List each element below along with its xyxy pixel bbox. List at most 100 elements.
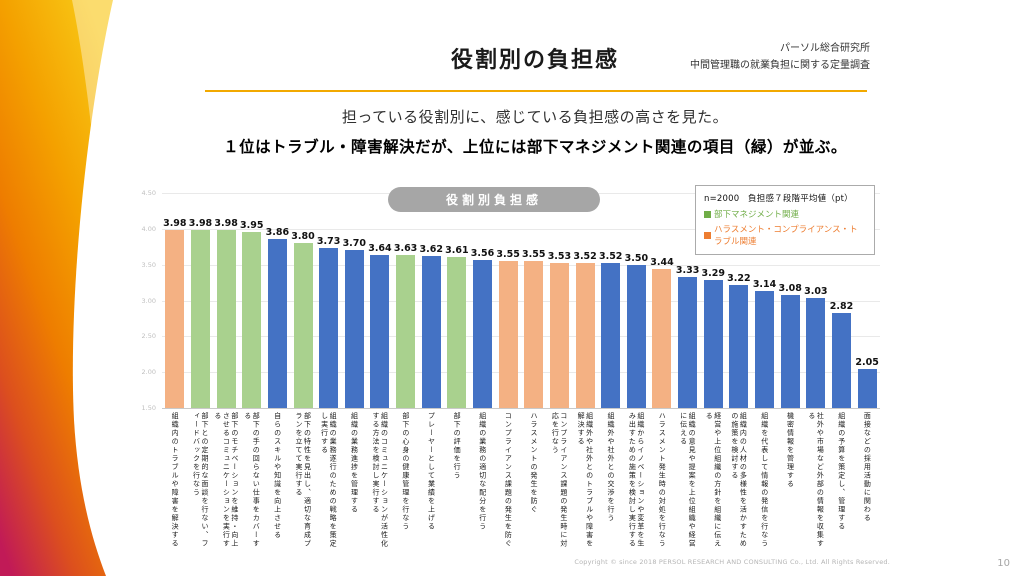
page-title: 役割別の負担感: [450, 48, 619, 73]
y-tick-label: 4.00: [141, 224, 156, 233]
x-category-label: 組織からイノベーションや変革を生み出すための施策を検討し実行する: [628, 412, 645, 548]
x-category-label: 組織の業務の適切な配分を行う: [478, 412, 487, 531]
subtitle-line-1: 担っている役割別に、感じている負担感の高さを見た。: [341, 108, 729, 126]
x-category-label: 部下との定期的な面談を行ない、フィードバックを行なう: [192, 412, 209, 548]
deco-swoosh: [0, 0, 125, 576]
gridline: [162, 408, 880, 409]
legend-swatch-management: [704, 210, 711, 218]
bar-value-label: 3.53: [547, 250, 572, 262]
bar-other: 3.29: [702, 268, 725, 408]
bar-other: 3.70: [343, 238, 366, 408]
bar-value-label: 3.29: [701, 267, 725, 279]
bar-slot: 3.70: [341, 238, 367, 408]
bar-value-label: 3.73: [316, 236, 341, 248]
legend-item-management: 部下マネジメント関連: [704, 208, 866, 220]
bar-value-label: 3.64: [368, 242, 392, 254]
bar-slot: 3.98: [188, 218, 214, 408]
bar-slot: 3.98: [213, 218, 239, 408]
x-category-label: 組織の予算を策定し、管理する: [837, 412, 846, 531]
gridline: [162, 300, 880, 302]
page-number: 10: [997, 558, 1010, 569]
bar-other: 3.22: [727, 273, 751, 408]
bar-other: 3.03: [804, 286, 828, 408]
source-attribution: パーソル総合研究所 中間管理職の就業負担に関する定量調査: [690, 40, 870, 74]
bar-value-label: 3.03: [804, 286, 828, 298]
bar-value-label: 3.70: [342, 238, 367, 250]
y-axis: 4.50 4.00 3.50 3.00 2.50 2.00 1.50: [130, 180, 158, 420]
bar-value-label: 3.52: [573, 251, 597, 263]
bar-other: 2.82: [830, 301, 853, 408]
bar-slot: 3.98: [162, 218, 188, 408]
x-category-label: 部下の評価を行う: [453, 412, 462, 480]
chart-title-badge: 役割別負担感: [388, 187, 600, 212]
x-axis-labels: 組織内のトラブルや障害を解決する 部下との定期的な面談を行ない、フィードバックを行…: [162, 412, 880, 554]
bar-other: 3.33: [676, 265, 699, 408]
x-category-label: 自らのスキルや知識を向上させる: [273, 412, 282, 540]
bars-row: 3.98 3.98 3.98 3.95 3.86 3.80 3.73 3.70 3.64 3.63…: [162, 193, 880, 408]
bar-value-label: 3.62: [419, 244, 443, 256]
bar-slot: 3.62: [418, 244, 444, 408]
source-line-2: 中間管理職の就業負担に関する定量調査: [690, 60, 870, 71]
x-category-label: 組織のコミュニケーションが活性化する方法を検討し実行する: [371, 412, 389, 548]
x-label-slot: 組織外や社外とのトラブルや障害を解決する: [572, 412, 598, 554]
x-category-label: ハラスメント発生時の対処を行なう: [658, 412, 667, 548]
y-tick-label: 1.50: [141, 404, 156, 412]
x-category-label: 組織の業務進捗を管理する: [350, 412, 359, 514]
bar-slot: 3.44: [649, 257, 675, 408]
x-label-slot: ハラスメントの発生を防ぐ: [521, 412, 547, 554]
bar-other: 3.86: [266, 227, 289, 408]
legend-note: n=2000 負担感７段階平均値（pt）: [704, 194, 853, 204]
legend-label-harassment: ハラスメント・コンプライアンス・トラブル関連: [714, 225, 858, 247]
x-label-slot: 組織の意見や提案を上位組織や経営に伝える: [675, 412, 701, 554]
bar-other: 3.56: [471, 248, 494, 408]
bar-value-label: 3.44: [650, 257, 674, 268]
bar-value-label: 3.61: [445, 244, 469, 256]
gridline: [162, 372, 880, 374]
y-tick-label: 2.00: [141, 368, 156, 377]
bar-value-label: 3.86: [265, 226, 290, 238]
legend-label-management: 部下マネジメント関連: [714, 210, 800, 220]
x-label-slot: 部下の評価を行う: [444, 412, 470, 554]
x-category-label: 部下の特性を見出し、適切な育成プランを立てて実行する: [295, 412, 312, 548]
x-category-label: コンプライアンス課題の発生時に対応を行なう: [551, 412, 568, 548]
bar-slot: 3.14: [752, 279, 778, 408]
bar-slot: 3.33: [675, 265, 701, 408]
x-label-slot: 面接などの採用活動に関わる: [854, 412, 880, 554]
bar-value-label: 3.80: [291, 231, 315, 243]
bar-slot: 3.55: [521, 249, 547, 408]
bar-slot: 3.95: [239, 220, 265, 408]
bar-slot: 3.03: [803, 286, 829, 408]
x-category-label: 組織外や社外との交渉を行う: [606, 412, 615, 523]
x-category-label: 組織内の人材の多様性を活かすための施策を検討する: [730, 412, 748, 548]
x-category-label: 部下の心身の健康管理を行なう: [401, 412, 410, 531]
bar-value-label: 3.55: [496, 249, 520, 261]
bar-value-label: 3.52: [598, 251, 623, 263]
x-category-label: 組織内のトラブルや障害を解決する: [171, 412, 180, 548]
bar-value-label: 3.98: [188, 218, 213, 230]
bar-harassment: 3.52: [573, 251, 597, 408]
x-label-slot: 組織の業務の適切な配分を行う: [470, 412, 496, 554]
bar-value-label: 3.33: [675, 264, 700, 276]
bar-value-label: 3.22: [727, 272, 751, 284]
bar-slot: 3.52: [572, 251, 598, 408]
x-label-slot: 組織内の人材の多様性を活かすための施策を検討する: [726, 412, 752, 554]
x-label-slot: 自らのスキルや知識を向上させる: [265, 412, 291, 554]
x-category-label: 経営や上位組織の方針を組織に伝える: [705, 412, 722, 548]
bar-slot: 3.63: [393, 243, 419, 408]
bar-management: 3.63: [394, 243, 417, 408]
x-category-label: 部下の手の回らない仕事をカバーする: [243, 412, 261, 548]
bar-slot: 3.52: [598, 251, 624, 408]
bar-slot: 3.61: [444, 245, 470, 408]
legend-box: n=2000 負担感７段階平均値（pt） 部下マネジメント関連 ハラスメント・コ…: [695, 185, 875, 255]
bar-management: 3.61: [445, 245, 469, 408]
y-tick-label: 3.50: [141, 260, 156, 269]
copyright-text: Copyright © since 2018 PERSOL RESEARCH A…: [574, 558, 890, 566]
bar-other: 3.14: [753, 279, 776, 408]
x-label-slot: 部下の特性を見出し、適切な育成プランを立てて実行する: [290, 412, 316, 554]
x-category-label: コンプライアンス課題の発生を防ぐ: [504, 412, 513, 548]
x-label-slot: 部下のモチベーションを維持・向上させるコミュニケーションを実行する: [213, 412, 239, 554]
bar-management: 3.98: [214, 218, 238, 408]
x-label-slot: 機密情報を管理する: [777, 412, 803, 554]
x-label-slot: 部下の手の回らない仕事をカバーする: [239, 412, 265, 554]
